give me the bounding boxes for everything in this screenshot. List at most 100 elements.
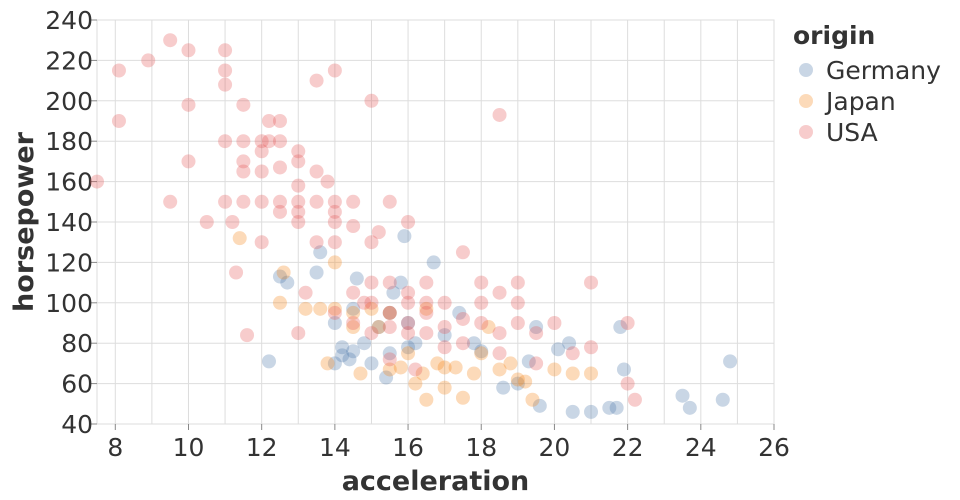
data-point (298, 301, 313, 316)
data-point (602, 400, 617, 415)
y-axis-title: horsepower (9, 131, 40, 312)
y-axis: 40 60 80 100 120 140 160 180 200 220 240 (45, 6, 97, 439)
grid (97, 19, 775, 425)
data-point (401, 326, 416, 341)
data-point (613, 320, 628, 335)
data-point (584, 340, 599, 355)
series-usa (90, 33, 642, 407)
data-point (496, 380, 511, 395)
y-tick-label: 240 (45, 6, 93, 35)
data-point (620, 376, 635, 391)
data-point (393, 275, 408, 290)
data-point (236, 97, 251, 112)
data-point (291, 194, 306, 209)
y-tick-label: 160 (45, 168, 93, 197)
legend-item-usa: USA (799, 118, 878, 147)
x-tick-label: 12 (246, 433, 278, 462)
data-point (627, 392, 642, 407)
series-germany (261, 229, 738, 419)
data-point (232, 231, 247, 246)
data-point (510, 295, 525, 310)
data-point (481, 320, 496, 335)
data-point (353, 366, 368, 381)
data-point (346, 305, 361, 320)
data-point (565, 366, 580, 381)
data-point (327, 194, 342, 209)
data-point (437, 340, 452, 355)
data-point (357, 295, 372, 310)
data-point (529, 320, 544, 335)
data-point (364, 326, 379, 341)
data-point (236, 154, 251, 169)
data-point (620, 316, 635, 330)
data-point (276, 265, 291, 280)
legend-label: Japan (824, 87, 896, 116)
data-point (280, 275, 295, 290)
data-point (335, 340, 350, 355)
data-point (309, 194, 324, 209)
data-point (382, 362, 397, 377)
data-point (437, 295, 452, 310)
data-point (313, 301, 328, 316)
data-point (357, 336, 372, 351)
data-point (401, 316, 416, 330)
data-point (401, 295, 416, 310)
data-point (218, 194, 233, 209)
data-point (397, 229, 412, 244)
data-point (313, 245, 328, 260)
data-point (419, 275, 434, 290)
x-axis-title: acceleration (342, 466, 530, 497)
data-point (565, 346, 580, 361)
data-point (261, 354, 276, 369)
x-tick-label: 10 (173, 433, 205, 462)
data-point (408, 362, 423, 377)
x-tick-label: 16 (392, 433, 424, 462)
data-point (419, 305, 434, 320)
data-point (448, 360, 463, 375)
data-point (371, 320, 386, 335)
data-point (346, 194, 361, 209)
x-axis: 8 10 12 14 16 18 20 22 24 26 (107, 424, 790, 462)
data-point (364, 275, 379, 290)
data-point (349, 271, 364, 286)
legend-label: Germany (826, 56, 941, 85)
data-point (474, 346, 489, 361)
data-point (90, 174, 104, 189)
data-point (715, 392, 730, 407)
data-point (510, 275, 525, 290)
data-point (382, 194, 397, 209)
data-point (532, 398, 547, 413)
data-point (327, 356, 342, 371)
data-point (272, 269, 287, 284)
data-point (682, 400, 697, 415)
data-point (291, 144, 306, 159)
data-point (551, 342, 566, 357)
data-point (437, 328, 452, 343)
data-point (562, 336, 577, 351)
data-point (309, 235, 324, 250)
data-point (342, 352, 357, 367)
data-point (335, 348, 350, 363)
data-point (261, 114, 276, 128)
data-point (616, 362, 631, 377)
data-point (492, 326, 507, 341)
x-tick-label: 22 (612, 433, 644, 462)
data-point (327, 204, 342, 219)
data-point (547, 362, 562, 377)
data-point (291, 154, 306, 169)
series-japan (232, 231, 599, 407)
data-point (401, 346, 416, 361)
data-point (401, 285, 416, 300)
data-point (474, 344, 489, 359)
data-point (371, 320, 386, 335)
data-point (291, 204, 306, 219)
data-point (466, 366, 481, 381)
x-tick-label: 24 (685, 433, 717, 462)
data-point (437, 360, 452, 375)
data-point (327, 235, 342, 250)
y-tick-label: 200 (45, 87, 93, 116)
legend-symbol (799, 94, 813, 108)
data-point (236, 134, 251, 149)
data-point (229, 265, 244, 280)
data-point (346, 344, 361, 359)
